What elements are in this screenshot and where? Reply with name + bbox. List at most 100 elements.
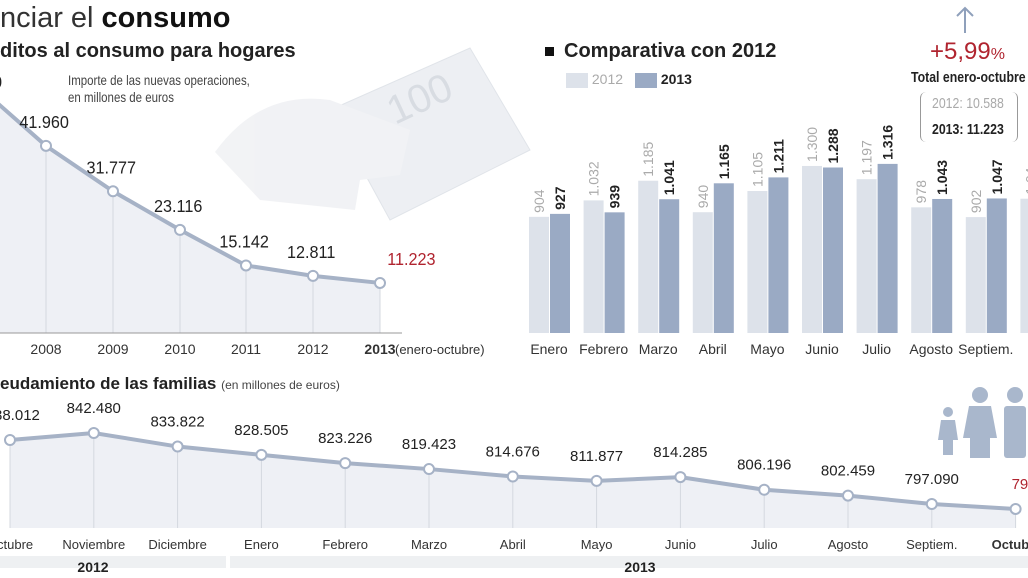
bar-label-2013: 939 bbox=[607, 185, 623, 209]
bar-2013 bbox=[768, 177, 789, 333]
month-label: Julio bbox=[862, 341, 891, 357]
data-point bbox=[590, 474, 603, 487]
month-label: Septiem. bbox=[958, 341, 1013, 357]
data-label: 38.012 bbox=[0, 407, 40, 424]
data-point bbox=[4, 433, 16, 446]
credit-chart-title: ditos al consumo para hogares bbox=[0, 40, 296, 62]
month-label: Abril bbox=[699, 341, 727, 357]
month-label: Agosto bbox=[828, 537, 868, 552]
year-band-2012 bbox=[0, 556, 226, 568]
bar-label-2013: 1.211 bbox=[770, 139, 786, 173]
bar-2012 bbox=[965, 217, 986, 333]
bar-2012 bbox=[856, 179, 877, 333]
bar-label-2012: 904 bbox=[531, 189, 547, 213]
data-label: 833.822 bbox=[150, 414, 204, 431]
debt-subtitle: (en millones de euros) bbox=[221, 378, 340, 392]
bar-label-2012: 1.032 bbox=[586, 161, 602, 196]
bar-label-2013: 1.288 bbox=[825, 128, 841, 163]
total-label: Total enero-octubre bbox=[911, 69, 1026, 86]
data-label: 828.505 bbox=[234, 422, 288, 439]
x-tick-label: 2012 bbox=[297, 341, 328, 357]
data-label: 811.877 bbox=[570, 448, 623, 465]
month-label: Enero bbox=[244, 537, 279, 552]
bar-2013 bbox=[823, 167, 843, 333]
month-label: Diciembre bbox=[148, 537, 207, 552]
bar-2013 bbox=[932, 198, 953, 333]
brace-right bbox=[1011, 92, 1018, 142]
legend-label-2013: 2013 bbox=[660, 71, 692, 87]
bar-2013 bbox=[659, 199, 680, 333]
year-label-2013: 2013 bbox=[624, 559, 655, 575]
legend-label-2012: 2012 bbox=[591, 71, 624, 87]
bar-chart-title-text: Comparativa con 2012 bbox=[564, 40, 777, 62]
data-label: 12.811 bbox=[287, 242, 335, 262]
data-label: 806.196 bbox=[737, 457, 791, 474]
month-label: Noviembre bbox=[62, 537, 125, 552]
data-point bbox=[506, 470, 519, 483]
month-label: Junio bbox=[805, 341, 839, 357]
legend: 2012 2013 bbox=[566, 71, 692, 88]
bar-label-2013: 1.041 bbox=[661, 160, 677, 195]
x-tick-label: 2011 bbox=[231, 341, 261, 357]
month-label: Septiem. bbox=[906, 537, 957, 552]
month-label: Mayo bbox=[581, 537, 613, 552]
data-label: 842.480 bbox=[67, 400, 121, 417]
data-point bbox=[174, 223, 186, 236]
month-label: ctubre bbox=[0, 537, 33, 552]
legend-swatch-2013 bbox=[634, 72, 657, 88]
data-label: 31.777 bbox=[86, 158, 136, 178]
year-band-2013 bbox=[230, 556, 1028, 568]
up-arrow-icon bbox=[955, 5, 975, 35]
bar-2012 bbox=[692, 212, 713, 333]
month-label: Febrero bbox=[322, 537, 368, 552]
data-label: 819.423 bbox=[402, 436, 456, 453]
data-point bbox=[107, 185, 119, 198]
data-label: 823.226 bbox=[318, 430, 372, 447]
bar-label-2012: 1.04 bbox=[1022, 167, 1028, 194]
data-label: 797.090 bbox=[905, 471, 959, 488]
data-label: 15.142 bbox=[219, 232, 269, 252]
data-point bbox=[255, 448, 268, 461]
data-label: 23.116 bbox=[154, 196, 202, 216]
month-label: Mayo bbox=[750, 341, 784, 357]
debt-title-text: eudamiento de las familias bbox=[0, 374, 217, 393]
data-point bbox=[1009, 502, 1022, 515]
data-point bbox=[423, 463, 435, 476]
data-label: 814.285 bbox=[653, 444, 707, 461]
legend-swatch-2012 bbox=[566, 72, 588, 88]
bar-label-2013: 927 bbox=[552, 186, 568, 210]
x-tick-suffix: (enero-octubre) bbox=[395, 342, 485, 357]
bar-label-2012: 902 bbox=[968, 190, 984, 214]
data-label: 814.676 bbox=[486, 443, 540, 460]
bar-label-2012: 1.197 bbox=[859, 140, 875, 175]
data-point bbox=[240, 259, 252, 272]
bar-label-2013: 1.043 bbox=[934, 160, 950, 195]
change-percent: +5,99% bbox=[930, 38, 1005, 66]
bar-2012 bbox=[529, 216, 549, 333]
month-label: Abril bbox=[500, 537, 526, 552]
year-label-2012: 2012 bbox=[77, 559, 108, 575]
main-title: nciar el consumo bbox=[0, 2, 230, 35]
title-light: nciar el bbox=[0, 2, 102, 34]
bar-label-2013: 1.047 bbox=[989, 159, 1005, 194]
bar-2012 bbox=[911, 207, 932, 333]
data-point bbox=[87, 427, 100, 439]
total-2012: 2012: 10.588 bbox=[932, 95, 1004, 112]
title-bold: consumo bbox=[101, 2, 231, 34]
month-label: Agosto bbox=[909, 341, 953, 357]
bar-label-2013: 1.165 bbox=[716, 144, 732, 179]
month-label: Enero bbox=[530, 341, 568, 357]
total-2013: 2013: 11.223 bbox=[932, 121, 1004, 138]
credit-chart-subtitle: Importe de las nuevas operaciones, en mi… bbox=[68, 72, 250, 105]
change-pct-sign: % bbox=[990, 46, 1005, 63]
bar-2013 bbox=[877, 163, 898, 333]
data-point bbox=[374, 276, 386, 289]
debt-chart-title: eudamiento de las familias (en millones … bbox=[0, 374, 340, 394]
bar-label-2012: 1.300 bbox=[804, 127, 820, 162]
bar-label-2012: 1.105 bbox=[749, 152, 765, 187]
x-tick-label: 2013 bbox=[364, 341, 395, 357]
month-label: Marzo bbox=[411, 537, 447, 552]
data-label: 793.9 bbox=[1012, 476, 1028, 493]
